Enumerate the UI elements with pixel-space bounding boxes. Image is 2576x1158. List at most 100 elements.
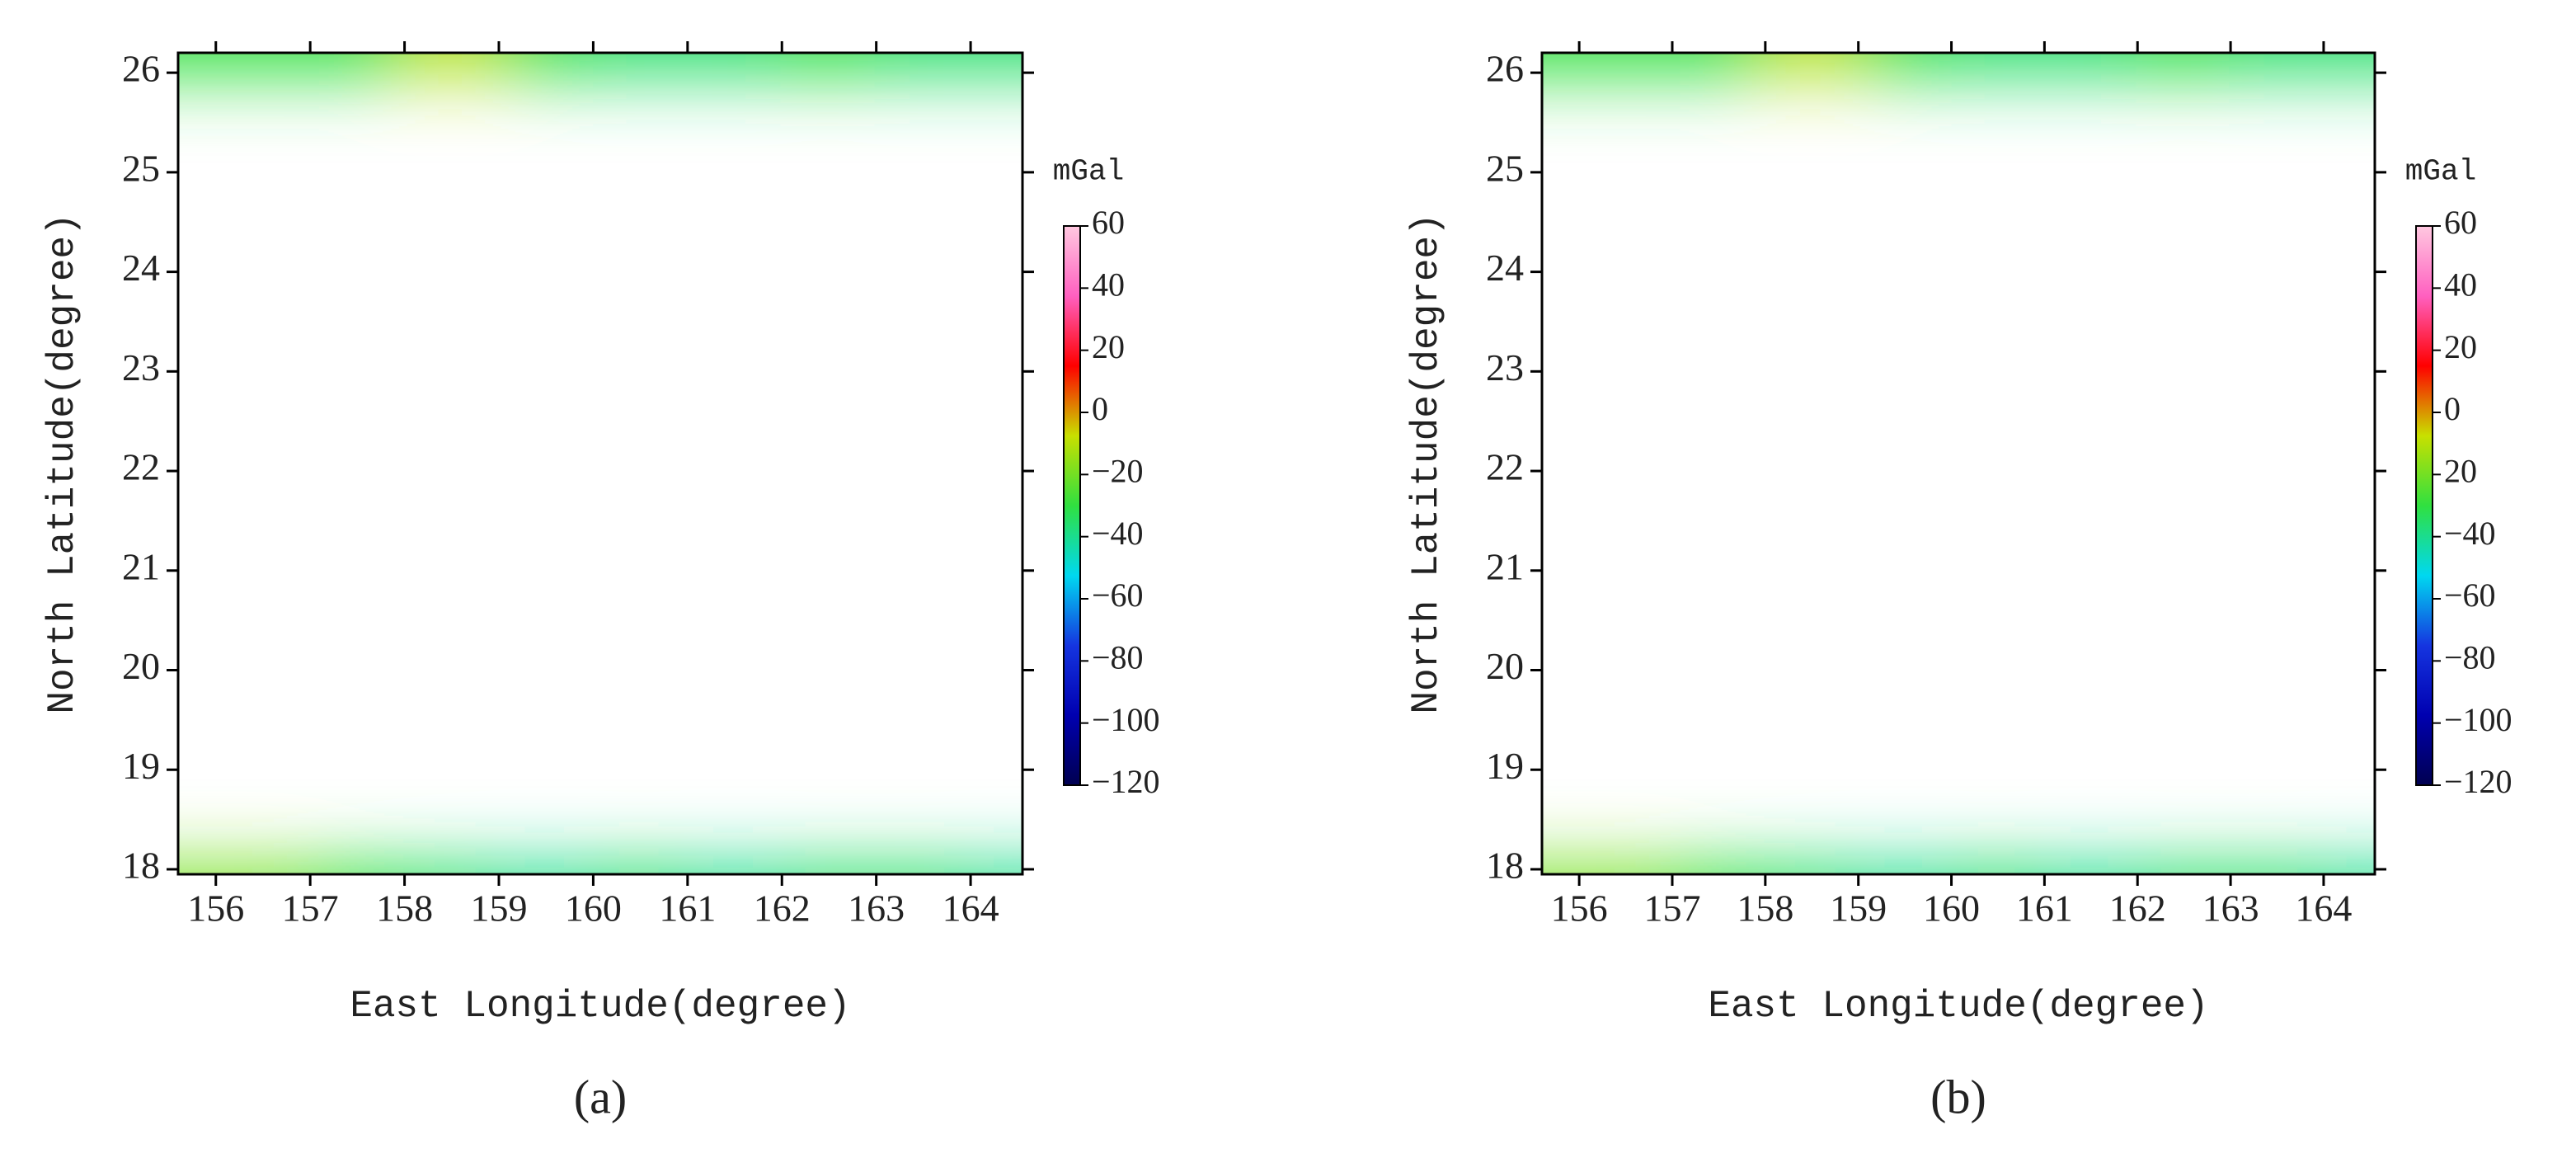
heat-cell: [2321, 867, 2375, 874]
colorbar-tick-label: 40: [2444, 266, 2477, 304]
panel: 156 157 158 159 160 161 162 163 164 18 19 20 21 22 23 2…: [41, 41, 1160, 1123]
x-tick-label: 163: [848, 887, 905, 930]
y-tick-label: 26: [1486, 48, 1524, 90]
x-tick-label: 156: [187, 887, 244, 930]
x-tick-label: 157: [282, 887, 339, 930]
y-tick-label: 26: [122, 48, 160, 90]
x-tick-label: 160: [565, 887, 622, 930]
heat-cell: [2042, 53, 2140, 75]
y-tick-label: 18: [122, 845, 160, 887]
y-tick-label: 23: [1486, 346, 1524, 388]
x-tick-label: 156: [1551, 887, 1608, 930]
y-tick-label: 19: [1486, 745, 1524, 787]
colorbar-tick-label: 40: [1092, 266, 1125, 304]
heat-cell: [874, 53, 973, 75]
heat-cell: [497, 867, 595, 874]
heat-cell: [780, 867, 878, 874]
heat-cell: [591, 53, 689, 75]
panel-label: (b): [1930, 1070, 1986, 1123]
heat-cell: [2229, 867, 2325, 874]
heat-cell: [874, 867, 973, 874]
heat-cell: [969, 53, 1022, 75]
heat-cell: [178, 867, 313, 874]
colorbar-tick-label: 20: [2444, 328, 2477, 365]
heat-cells: [1542, 53, 2375, 874]
heat-cell: [685, 53, 784, 75]
heat-cell: [178, 53, 313, 75]
heat-cell: [402, 53, 501, 75]
colorbar-tick-label: −60: [1092, 577, 1144, 614]
x-tick-label: 162: [2109, 887, 2166, 930]
x-tick-label: 161: [659, 887, 716, 930]
colorbar-label: mGal: [2405, 155, 2476, 189]
y-tick-label: 21: [122, 545, 160, 587]
y-tick-label: 22: [1486, 446, 1524, 488]
y-tick-label: 24: [1486, 247, 1524, 289]
y-tick-label: 25: [122, 147, 160, 189]
colorbar-tick-label: −40: [2444, 515, 2496, 552]
x-tick-label: 160: [1923, 887, 1980, 930]
colorbar-tick-label: −100: [1092, 701, 1160, 738]
heat-cell: [685, 867, 784, 874]
heat-cell: [1949, 867, 2047, 874]
heat-cell: [1763, 53, 1860, 75]
colorbar-tick-label: 0: [2444, 390, 2461, 427]
heat-cell: [2136, 53, 2233, 75]
heat-field: [1542, 53, 2375, 874]
colorbar-tick-label: −120: [2444, 763, 2513, 800]
heat-cell: [308, 867, 407, 874]
heat-field: [178, 53, 1022, 874]
colorbar-tick-label: −20: [1092, 453, 1144, 490]
heat-cell: [2229, 53, 2325, 75]
heat-cell: [780, 53, 878, 75]
x-tick-label: 161: [2016, 887, 2073, 930]
colorbar-tick-label: 60: [1092, 204, 1125, 241]
heat-cell: [2321, 53, 2375, 75]
x-tick-label: 162: [754, 887, 811, 930]
heat-cell: [1763, 867, 1860, 874]
x-tick-label: 163: [2202, 887, 2259, 930]
heat-cell: [308, 53, 407, 75]
y-tick-label: 19: [122, 745, 160, 787]
heat-cell: [1542, 867, 1674, 874]
panel: 156 157 158 159 160 161 162 163 164 18 19 20 21 22 23 2…: [1405, 41, 2513, 1123]
x-tick-label: 157: [1643, 887, 1700, 930]
heat-cell: [497, 53, 595, 75]
heat-cell: [1670, 867, 1767, 874]
plot-frame: [1540, 51, 2376, 876]
x-axis-label: East Longitude(degree): [350, 985, 850, 1028]
x-tick-label: 158: [1737, 887, 1793, 930]
colorbar: [2415, 225, 2433, 786]
y-axis-label: North Latitude(degree): [41, 213, 84, 713]
x-axis-label: East Longitude(degree): [1708, 985, 2208, 1028]
colorbar-tick-label: 60: [2444, 204, 2477, 241]
heat-cell: [969, 867, 1022, 874]
y-tick-label: 22: [122, 446, 160, 488]
y-tick-label: 20: [1486, 645, 1524, 687]
colorbar-tick-label: 20: [2444, 453, 2477, 490]
colorbar-tick-label: −40: [1092, 515, 1144, 552]
y-tick-label: 21: [1486, 545, 1524, 587]
colorbar-tick-label: −80: [2444, 639, 2496, 676]
heat-cell: [1542, 53, 1674, 75]
colorbar-tick-label: −60: [2444, 577, 2496, 614]
colorbar-tick-label: 0: [1092, 390, 1108, 427]
y-tick-label: 20: [122, 645, 160, 687]
plot-frame: [176, 51, 1024, 876]
heat-cell: [2042, 867, 2140, 874]
colorbar-tick-label: −120: [1092, 763, 1160, 800]
heat-cell: [2136, 867, 2233, 874]
y-tick-label: 25: [1486, 147, 1524, 189]
panel-label: (a): [574, 1070, 627, 1123]
heat-cell: [1670, 53, 1767, 75]
x-tick-label: 164: [2295, 887, 2352, 930]
y-tick-label: 23: [122, 346, 160, 388]
heat-cell: [1856, 53, 1953, 75]
heat-cell: [1949, 53, 2047, 75]
heat-cell: [402, 867, 501, 874]
heat-cell: [1856, 867, 1953, 874]
y-axis-label: North Latitude(degree): [1405, 213, 1448, 713]
colorbar-tick-label: 20: [1092, 328, 1125, 365]
x-tick-label: 159: [1830, 887, 1887, 930]
